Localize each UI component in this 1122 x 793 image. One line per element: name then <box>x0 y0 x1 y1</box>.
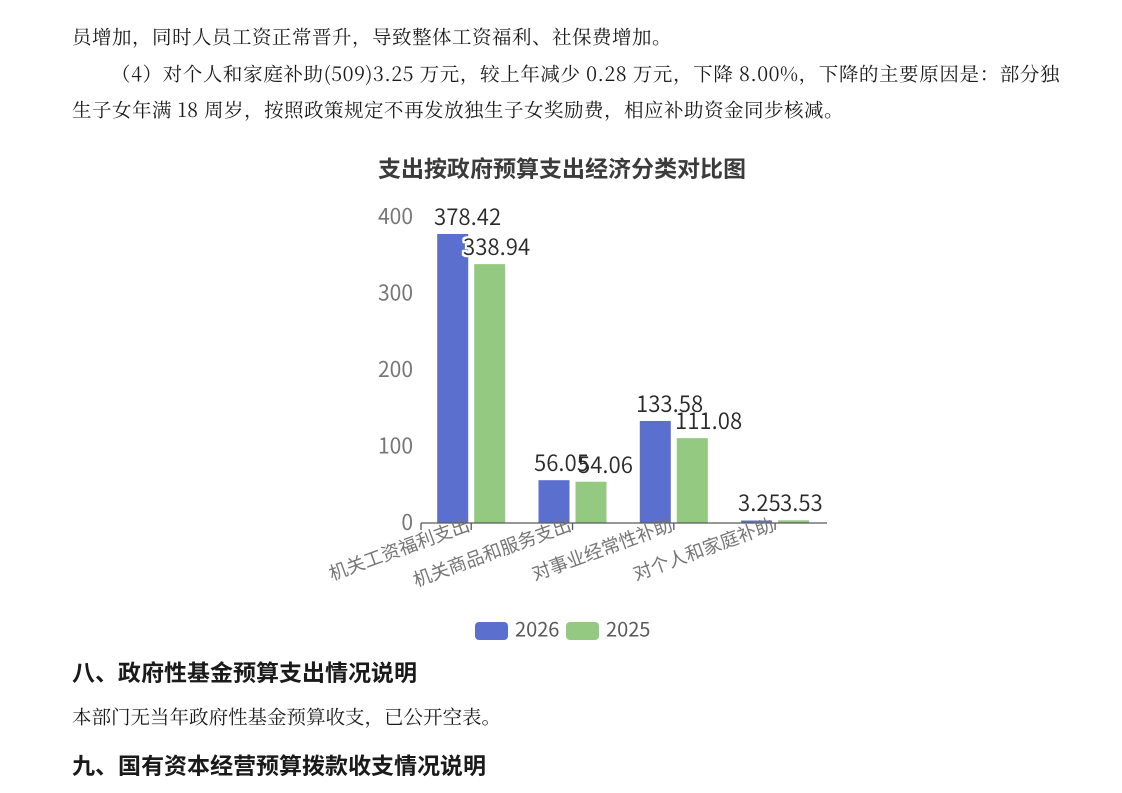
svg-text:378.42: 378.42 <box>434 200 501 232</box>
svg-text:3.25: 3.25 <box>738 486 781 518</box>
svg-text:200: 200 <box>378 354 413 384</box>
svg-text:2025: 2025 <box>606 614 650 643</box>
svg-text:54.06: 54.06 <box>578 448 633 480</box>
svg-text:100: 100 <box>378 431 413 461</box>
svg-text:300: 300 <box>378 278 413 308</box>
svg-text:338.94: 338.94 <box>463 230 530 262</box>
svg-text:111.08: 111.08 <box>675 404 742 436</box>
svg-text:3.53: 3.53 <box>780 486 823 518</box>
svg-text:2026: 2026 <box>515 614 559 643</box>
svg-text:400: 400 <box>378 201 413 231</box>
